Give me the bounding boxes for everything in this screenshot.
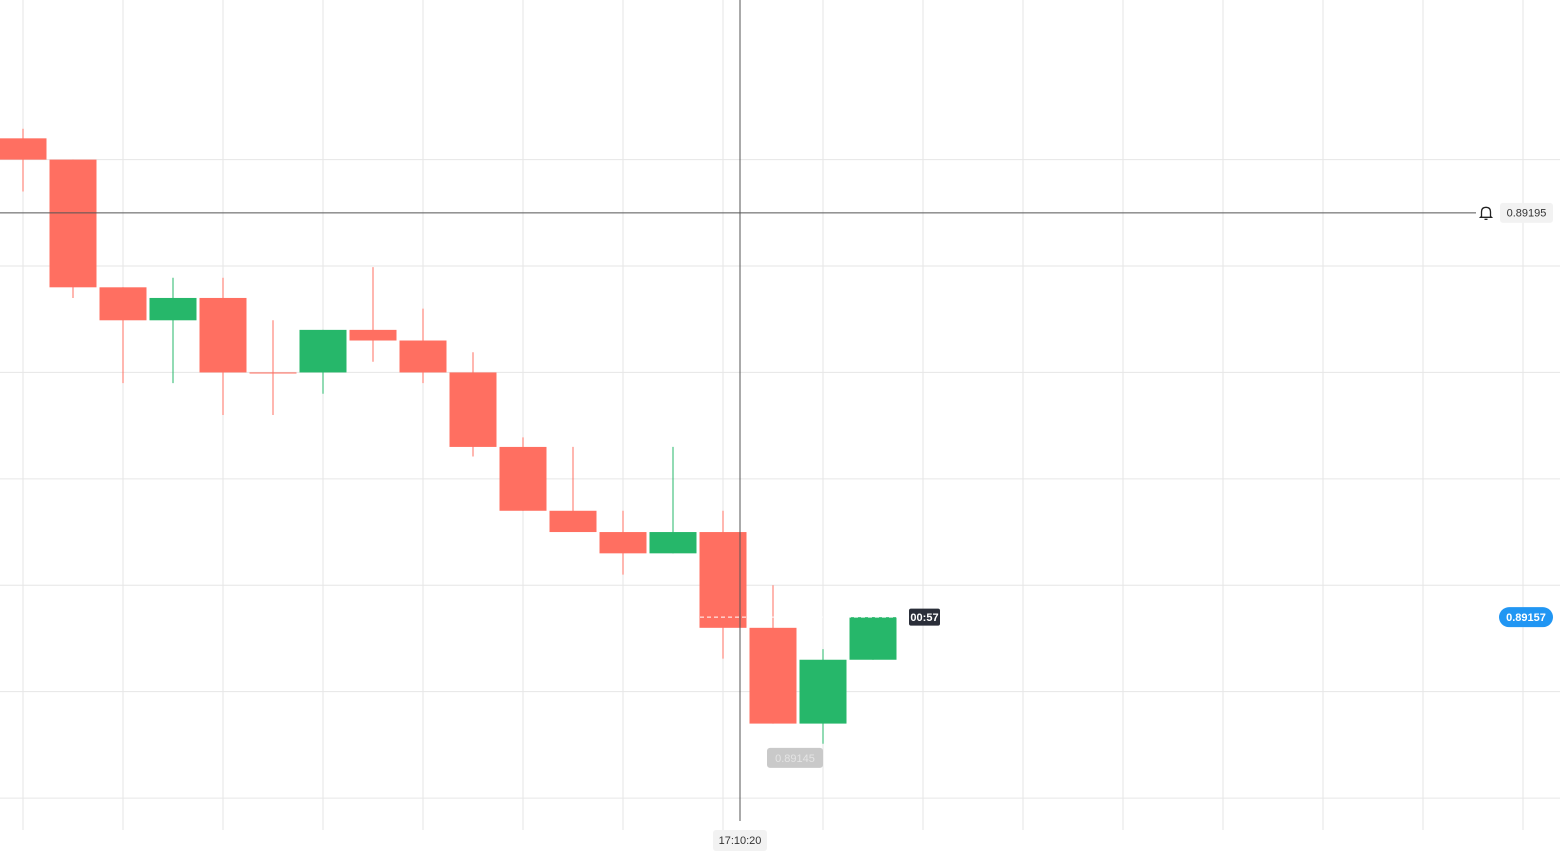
- candle-body: [649, 532, 697, 554]
- candle-body: [749, 627, 797, 724]
- crosshair-time-box: [713, 830, 767, 851]
- alert-bell[interactable]: [1478, 206, 1494, 220]
- candle-body: [99, 287, 147, 321]
- countdown: 00:57: [910, 612, 938, 624]
- candle-body: [499, 446, 547, 511]
- candle-body: [199, 297, 247, 373]
- candle-body: [49, 159, 97, 288]
- candle-body: [549, 510, 597, 533]
- candle-body: [249, 372, 297, 374]
- candle-body: [449, 372, 497, 447]
- candle-body: [799, 659, 847, 724]
- candle-body: [149, 297, 197, 321]
- crosshair-price-box: [1500, 202, 1553, 223]
- candle-body: [849, 617, 897, 660]
- crosshair-price-label: 0.89195: [1507, 208, 1547, 220]
- current-price-label: 0.89157: [1506, 612, 1546, 624]
- low-label-box: [767, 747, 823, 768]
- candle-body: [699, 532, 747, 628]
- candles: [0, 128, 897, 744]
- candle-body: [599, 532, 647, 554]
- bell-shape: [1478, 206, 1494, 218]
- candle-body: [0, 138, 47, 160]
- candle-body: [399, 340, 447, 373]
- crosshair-time-label: 17:10:20: [719, 835, 762, 847]
- candle-body: [349, 329, 397, 341]
- low-label: 0.89145: [775, 753, 815, 765]
- candle-body: [299, 329, 347, 373]
- countdown-badge: [909, 608, 940, 626]
- current-price-pill: [1499, 607, 1553, 628]
